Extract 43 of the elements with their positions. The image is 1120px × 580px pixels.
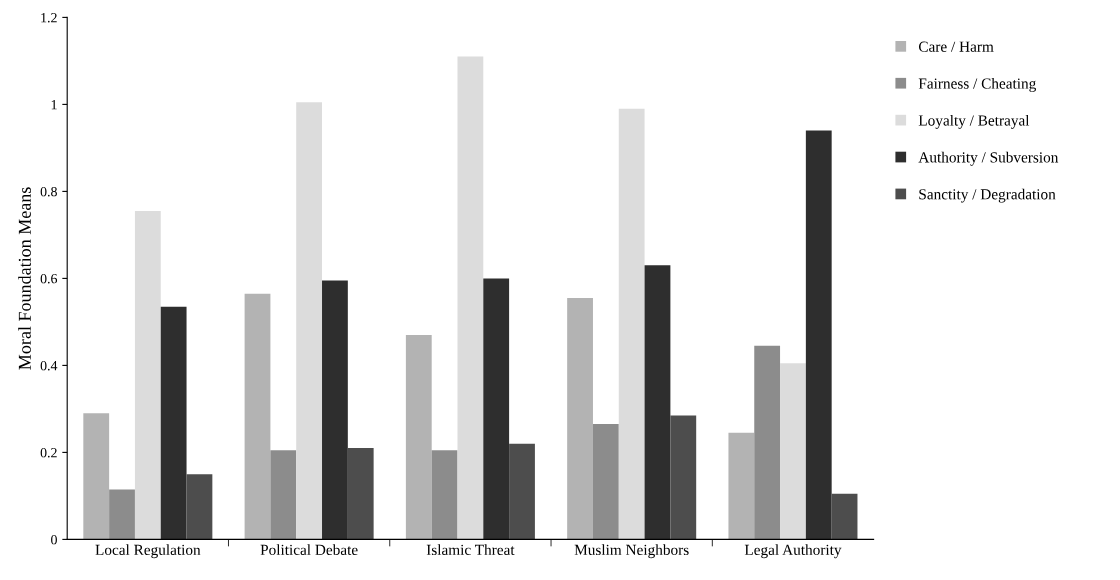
y-tick-label: 1.2: [41, 13, 57, 23]
bar: [670, 415, 697, 540]
x-tick-label: Legal Authority: [744, 544, 842, 559]
legend-label: Care / Harm: [918, 41, 994, 52]
bar: [347, 448, 374, 540]
x-tick-label: Islamic Threat: [426, 544, 515, 556]
y-axis-title: Moral Foundation Means: [18, 187, 31, 370]
y-tick-label: 1: [51, 100, 57, 110]
y-tick-label: 0: [51, 534, 57, 545]
bar: [244, 293, 271, 540]
bar: [831, 493, 858, 540]
x-tick-label: Local Regulation: [95, 544, 201, 559]
x-tick-label: Muslim Neighbors: [574, 544, 689, 559]
legend-label: Authority / Subversion: [918, 151, 1059, 166]
legend-label: Sanctity / Degradation: [919, 188, 1056, 203]
bar: [134, 210, 161, 540]
bar: [160, 306, 187, 540]
bar: [592, 424, 619, 540]
bar: [805, 130, 832, 540]
y-tick-label: 0.6: [40, 273, 58, 284]
bar: [186, 474, 213, 540]
legend-label: Loyalty / Betrayal: [918, 114, 1030, 129]
bar: [644, 265, 671, 540]
bar: [780, 363, 806, 540]
bar: [296, 102, 323, 540]
bar: [322, 280, 348, 540]
bar: [431, 450, 458, 540]
y-tick-label: 0.8: [40, 186, 57, 197]
y-tick-label: 0.2: [40, 447, 57, 458]
bar: [457, 56, 484, 540]
bar: [483, 278, 510, 540]
bar: [618, 108, 645, 540]
bar: [83, 413, 110, 540]
bar: [270, 450, 297, 540]
x-tick-label: Political Debate: [260, 544, 358, 556]
legend-label: Fairness / Cheating: [918, 77, 1036, 92]
bar: [728, 432, 755, 540]
bar: [109, 489, 135, 540]
y-tick-label: 0.4: [40, 360, 58, 371]
bar: [509, 443, 535, 540]
bar: [754, 345, 781, 540]
bar: [405, 334, 432, 540]
bar: [567, 297, 593, 540]
